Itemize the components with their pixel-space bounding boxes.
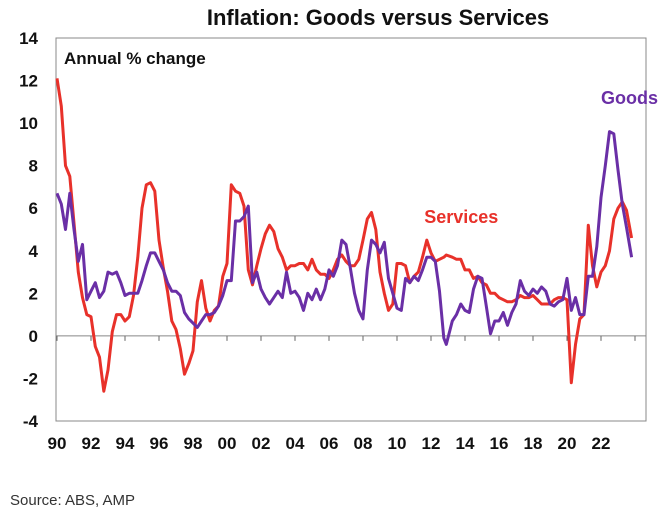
chart-title: Inflation: Goods versus Services — [207, 5, 549, 30]
x-axis: 90 92 94 96 98 00 02 04 06 08 10 12 14 16 18 20 22 — [48, 335, 636, 453]
x-tick-label: 00 — [218, 434, 237, 453]
x-tick-label: 14 — [456, 434, 475, 453]
y-tick-label: 4 — [29, 242, 39, 261]
y-tick-label: 10 — [19, 114, 38, 133]
x-tick-label: 92 — [82, 434, 101, 453]
x-tick-label: 06 — [320, 434, 339, 453]
series-lines — [55, 78, 634, 393]
series-labels: Services Goods — [424, 88, 658, 227]
x-tick-label: 12 — [422, 434, 441, 453]
x-tick-label: 04 — [286, 434, 305, 453]
series-line-services — [55, 78, 634, 393]
y-tick-label: 14 — [19, 29, 38, 48]
y-tick-label: 8 — [29, 157, 38, 176]
source-note: Source: ABS, AMP — [10, 492, 136, 509]
y-tick-label: -2 — [23, 369, 38, 388]
y-tick-label: 6 — [29, 199, 38, 218]
plot-frame — [55, 37, 647, 422]
y-tick-label: 2 — [29, 284, 38, 303]
y-axis: 14 12 10 8 6 4 2 0 -2 -4 — [19, 29, 38, 431]
series-label-services: Services — [424, 207, 498, 227]
x-tick-label: 10 — [388, 434, 407, 453]
x-tick-label: 90 — [48, 434, 67, 453]
x-tick-label: 96 — [150, 434, 169, 453]
y-tick-label: 12 — [19, 72, 38, 91]
x-tick-label: 08 — [354, 434, 373, 453]
series-label-goods: Goods — [601, 88, 658, 108]
y-tick-label: 0 — [29, 327, 38, 346]
x-tick-label: 94 — [116, 434, 135, 453]
x-tick-label: 98 — [184, 434, 203, 453]
y-axis-label: Annual % change — [64, 49, 206, 68]
x-tick-label: 02 — [252, 434, 271, 453]
x-tick-label: 16 — [490, 434, 509, 453]
x-tick-label: 18 — [524, 434, 543, 453]
x-tick-label: 20 — [558, 434, 577, 453]
x-tick-label: 22 — [592, 434, 611, 453]
series-line-goods — [55, 130, 634, 346]
y-tick-label: -4 — [23, 412, 39, 431]
